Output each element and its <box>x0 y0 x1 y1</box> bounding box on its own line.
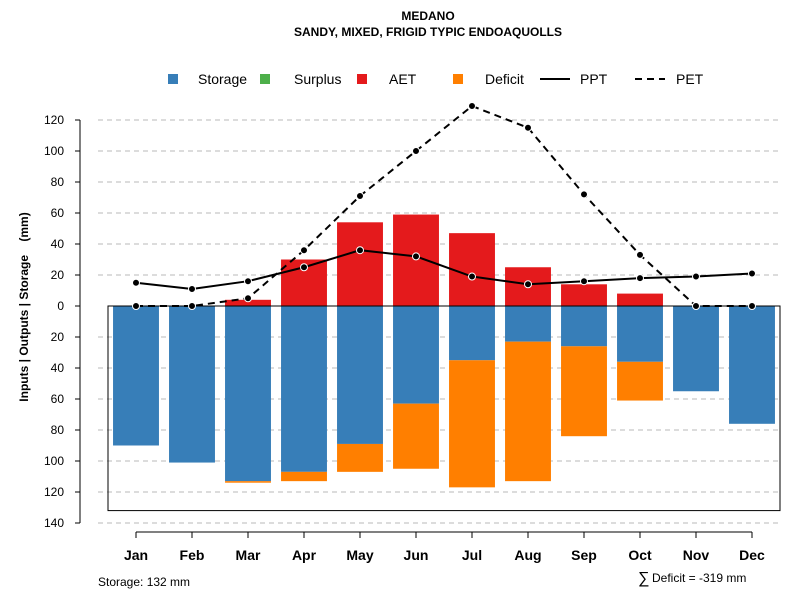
y-tick-label: 40 <box>51 237 65 251</box>
x-tick-label-aug: Aug <box>514 547 541 563</box>
y-tick-label: 100 <box>44 454 64 468</box>
legend-swatch-surplus <box>260 74 270 84</box>
legend-swatch-storage <box>168 74 178 84</box>
x-tick-label-jul: Jul <box>462 547 482 563</box>
axes: 120 100 80 60 40 20 0 20 40 60 80 100 120 140 Jan Feb Ma… <box>44 113 765 563</box>
bar-deficit-jul <box>449 360 495 488</box>
bar-storage-mar <box>225 306 271 482</box>
bar-deficit-jun <box>393 403 439 469</box>
legend-swatch-deficit <box>453 74 463 84</box>
storage-footnote: Storage: 132 mm <box>98 575 190 589</box>
pet-point-aug <box>524 123 532 132</box>
y-tick-label: 120 <box>44 485 64 499</box>
legend: Storage Surplus AET Deficit PPT PET <box>168 71 704 87</box>
bar-deficit-mar <box>225 481 271 483</box>
ppt-point-nov <box>692 272 700 281</box>
legend-label-pet: PET <box>676 71 704 87</box>
bar-deficit-aug <box>505 341 551 482</box>
bar-deficit-may <box>337 443 383 472</box>
bar-deficit-sep <box>561 346 607 437</box>
chart-subtitle: SANDY, MIXED, FRIGID TYPIC ENDOAQUOLLS <box>294 25 562 39</box>
y-tick-label: 120 <box>44 113 64 127</box>
bar-storage-jan <box>113 306 159 446</box>
ppt-point-apr <box>300 263 308 272</box>
x-tick-label-oct: Oct <box>628 547 652 563</box>
pet-point-may <box>356 191 364 200</box>
bar-storage-apr <box>281 306 327 472</box>
y-tick-label: 20 <box>51 330 65 344</box>
bar-storage-dec <box>729 306 775 424</box>
y-tick-label: 40 <box>51 361 65 375</box>
ppt-point-dec <box>748 269 756 278</box>
sum-symbol: ∑ <box>638 570 649 587</box>
bar-storage-jun <box>393 306 439 404</box>
bar-deficit-apr <box>281 471 327 482</box>
y-tick-label: 0 <box>57 299 64 313</box>
gridlines <box>98 119 780 524</box>
bar-storage-sep <box>561 306 607 347</box>
legend-label-surplus: Surplus <box>294 71 341 87</box>
ppt-point-oct <box>636 274 644 283</box>
y-tick-label: 60 <box>51 392 65 406</box>
legend-label-deficit: Deficit <box>485 71 524 87</box>
legend-label-aet: AET <box>389 71 417 87</box>
bar-storage-may <box>337 306 383 444</box>
ppt-point-jun <box>412 252 420 261</box>
y-tick-label: 20 <box>51 268 65 282</box>
chart-title: MEDANO <box>401 9 454 23</box>
bar-storage-oct <box>617 306 663 362</box>
bar-storage-nov <box>673 306 719 392</box>
x-tick-label-jun: Jun <box>404 547 429 563</box>
pet-point-dec <box>748 302 756 310</box>
ppt-line <box>135 249 753 290</box>
pet-point-jun <box>412 147 420 155</box>
y-tick-label: 60 <box>51 206 65 220</box>
bar-aet-mar <box>225 299 271 306</box>
ppt-point-feb <box>188 284 196 293</box>
x-tick-label-feb: Feb <box>180 547 205 563</box>
pet-point-jul <box>468 102 476 111</box>
x-tick-label-may: May <box>346 547 373 563</box>
ppt-point-may <box>356 246 364 255</box>
bar-aet-sep <box>561 284 607 306</box>
pet-point-nov <box>692 302 700 310</box>
y-tick-label: 80 <box>51 175 65 189</box>
ppt-point-sep <box>580 277 588 286</box>
lines <box>132 102 756 310</box>
x-tick-label-mar: Mar <box>236 547 261 563</box>
bar-aet-oct <box>617 293 663 306</box>
x-tick-label-jan: Jan <box>124 547 148 563</box>
x-tick-label-dec: Dec <box>739 547 765 563</box>
bar-storage-aug <box>505 306 551 342</box>
legend-swatch-aet <box>357 74 367 84</box>
pet-point-jan <box>132 302 140 310</box>
deficit-footnote: Deficit = -319 mm <box>652 571 746 585</box>
pet-point-sep <box>580 190 588 199</box>
legend-label-ppt: PPT <box>580 71 608 87</box>
y-tick-label: 80 <box>51 423 65 437</box>
bar-aet-jul <box>449 233 495 306</box>
ppt-point-jul <box>468 272 476 281</box>
bar-storage-feb <box>169 306 215 463</box>
legend-label-storage: Storage <box>198 71 247 87</box>
pet-point-feb <box>188 302 196 310</box>
y-tick-label: 100 <box>44 144 64 158</box>
ppt-point-aug <box>524 280 532 289</box>
bar-deficit-oct <box>617 361 663 401</box>
bars <box>113 214 775 488</box>
pet-point-apr <box>300 246 308 255</box>
pet-point-oct <box>636 250 644 259</box>
x-tick-label-apr: Apr <box>292 547 317 563</box>
bar-storage-jul <box>449 306 495 361</box>
pet-point-mar <box>244 294 252 303</box>
x-tick-label-nov: Nov <box>683 547 710 563</box>
x-tick-label-sep: Sep <box>571 547 597 563</box>
ppt-point-jan <box>132 278 140 287</box>
ppt-point-mar <box>244 277 252 286</box>
y-axis-label: Inputs | Outputs | Storage (mm) <box>17 212 31 401</box>
y-tick-label: 140 <box>44 516 64 530</box>
pet-line <box>136 104 752 307</box>
bar-aet-may <box>337 222 383 306</box>
